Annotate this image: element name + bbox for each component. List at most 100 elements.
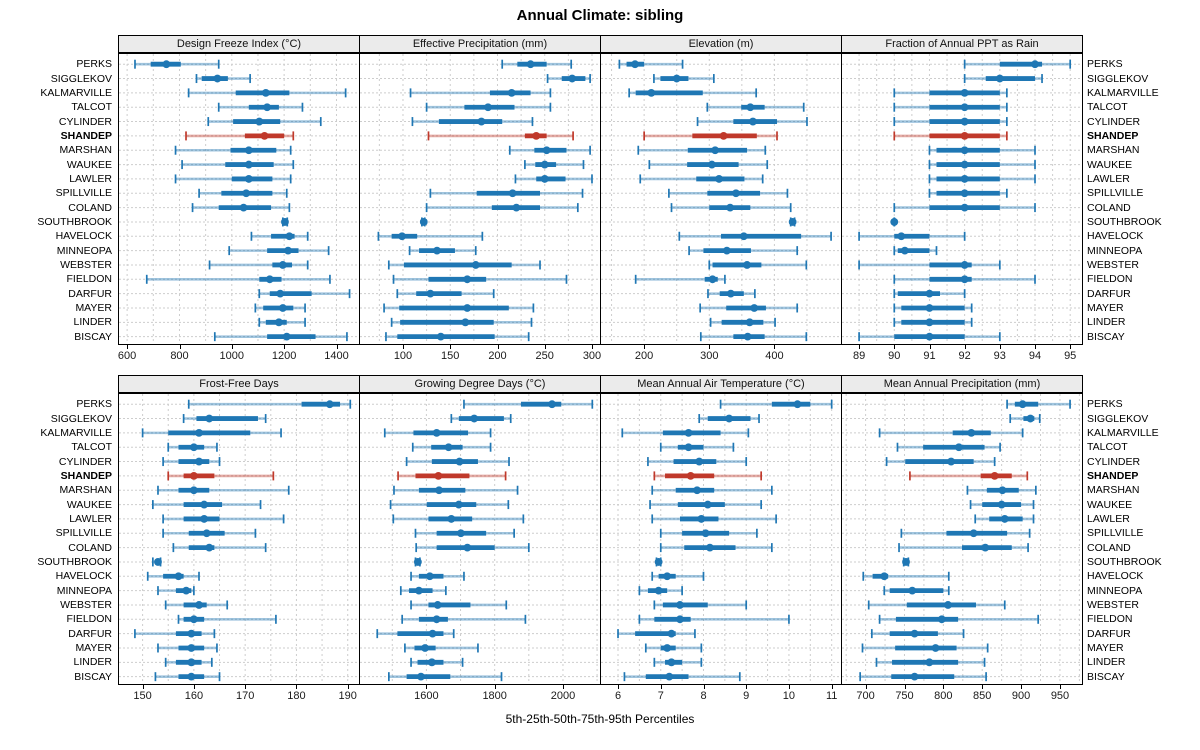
percentile-row-minneopa bbox=[638, 586, 683, 596]
median-dot bbox=[263, 103, 272, 112]
plot-canvas-mean-annual-precipitation-mm bbox=[841, 393, 1083, 685]
axis-tick-fraction-of-annual-ppt-as-rain bbox=[1070, 345, 1072, 349]
median-dot bbox=[960, 88, 969, 97]
axis-tick-label-fraction-of-annual-ppt-as-rain: 91 bbox=[923, 350, 936, 362]
median-dot bbox=[726, 203, 735, 212]
row-label-right-havelock: HAVELOCK bbox=[1087, 570, 1144, 583]
median-dot bbox=[419, 218, 428, 226]
axis-tick-label-growing-degree-days-c: 1800 bbox=[482, 690, 507, 702]
axis-tick-label-effective-precipitation-mm: 250 bbox=[535, 350, 554, 362]
median-dot bbox=[540, 160, 549, 169]
row-label-right-darfur: DARFUR bbox=[1087, 627, 1131, 640]
percentile-row-marshan bbox=[393, 485, 519, 495]
row-label-right-biscay: BISCAY bbox=[1087, 670, 1125, 683]
median-dot bbox=[413, 558, 422, 566]
median-dot bbox=[244, 160, 253, 169]
axis-tick-mean-annual-precipitation-mm bbox=[943, 685, 945, 689]
row-label-left-talcot: TALCOT bbox=[71, 441, 112, 454]
percentile-row-shandep bbox=[397, 471, 507, 481]
row-label-right-mayer: MAYER bbox=[1087, 642, 1124, 654]
median-dot bbox=[435, 486, 443, 495]
percentile-row-sigglekov bbox=[963, 74, 1043, 84]
axis-tick-growing-degree-days-c bbox=[426, 685, 428, 689]
axis-tick-fraction-of-annual-ppt-as-rain bbox=[859, 345, 861, 349]
axis-tick-design-freeze-index-c bbox=[231, 345, 233, 349]
row-label-left-mayer: MAYER bbox=[75, 642, 112, 654]
percentile-row-coland bbox=[898, 543, 1029, 553]
median-dot bbox=[244, 146, 253, 155]
percentile-row-minneopa bbox=[228, 246, 330, 256]
percentile-row-havelock bbox=[377, 231, 484, 241]
median-dot bbox=[908, 586, 917, 595]
axis-tick-mean-annual-air-temperature-c bbox=[788, 685, 790, 689]
row-label-right-mayer: MAYER bbox=[1087, 302, 1124, 314]
median-dot bbox=[910, 672, 919, 681]
row-label-left-southbrook: SOUTHBROOK bbox=[37, 555, 112, 568]
percentile-row-webster bbox=[410, 600, 508, 610]
percentile-row-fieldon bbox=[878, 614, 1040, 624]
panel-header-growing-degree-days-c: Growing Degree Days (°C) bbox=[359, 375, 601, 393]
percentile-row-cylinder bbox=[885, 457, 996, 467]
percentile-row-perks bbox=[618, 59, 684, 69]
percentile-row-spillville bbox=[414, 528, 515, 538]
panel-header-mean-annual-precipitation-mm: Mean Annual Precipitation (mm) bbox=[841, 375, 1083, 393]
axis-tick-label-fraction-of-annual-ppt-as-rain: 95 bbox=[1064, 350, 1077, 362]
percentile-row-minneopa bbox=[399, 586, 447, 596]
row-label-left-kalmarville: KALMARVILLE bbox=[40, 86, 112, 99]
percentile-row-spillville bbox=[659, 528, 758, 538]
percentile-row-darfur bbox=[870, 629, 965, 639]
panel-header-fraction-of-annual-ppt-as-rain: Fraction of Annual PPT as Rain bbox=[841, 35, 1083, 53]
median-dot bbox=[960, 160, 969, 169]
median-dot bbox=[925, 289, 934, 298]
percentile-row-marshan bbox=[651, 485, 773, 495]
row-label-right-sigglekov: SIGGLEKOV bbox=[1087, 72, 1149, 85]
median-dot bbox=[276, 289, 285, 298]
median-dot bbox=[743, 332, 752, 341]
median-dot bbox=[944, 601, 952, 609]
row-label-left-fieldon: FIELDON bbox=[66, 273, 112, 286]
percentile-row-lawler bbox=[514, 174, 593, 184]
row-label-right-webster: WEBSTER bbox=[1087, 259, 1139, 271]
median-dot bbox=[242, 189, 251, 198]
median-dot bbox=[202, 529, 211, 538]
plot-canvas-mean-annual-air-temperature-c bbox=[600, 393, 842, 685]
axis-tick-label-fraction-of-annual-ppt-as-rain: 92 bbox=[958, 350, 971, 362]
median-dot bbox=[426, 289, 435, 298]
axis-tick-label-mean-annual-precipitation-mm: 900 bbox=[1011, 690, 1031, 702]
median-dot bbox=[414, 586, 423, 595]
percentile-row-sigglekov bbox=[182, 414, 267, 424]
median-dot bbox=[711, 146, 720, 155]
median-dot bbox=[244, 175, 253, 183]
row-label-left-biscay: BISCAY bbox=[74, 330, 112, 343]
row-label-left-waukee: WAUKEE bbox=[66, 158, 112, 171]
median-dot bbox=[325, 400, 334, 409]
percentile-row-coland bbox=[659, 543, 773, 553]
row-label-right-marshan: MARSHAN bbox=[1087, 484, 1140, 497]
row-label-left-waukee: WAUKEE bbox=[66, 498, 112, 511]
row-label-right-spillville: SPILLVILLE bbox=[1087, 187, 1144, 200]
plot-area-fraction-of-annual-ppt-as-rain bbox=[841, 53, 1083, 345]
median-dot bbox=[684, 443, 693, 452]
axis-tick-label-elevation-m: 200 bbox=[634, 350, 654, 362]
percentile-row-sigglekov bbox=[546, 74, 591, 84]
panel-border bbox=[600, 53, 842, 345]
row-label-right-talcot: TALCOT bbox=[1087, 441, 1128, 454]
median-dot bbox=[436, 332, 445, 341]
row-label-right-southbrook: SOUTHBROOK bbox=[1087, 215, 1162, 228]
percentile-row-darfur bbox=[258, 289, 351, 299]
percentile-row-havelock bbox=[146, 571, 200, 581]
percentile-row-webster bbox=[867, 600, 1006, 610]
percentile-row-biscay bbox=[623, 672, 741, 682]
percentile-row-coland bbox=[191, 203, 291, 213]
percentile-row-coland bbox=[415, 543, 530, 553]
percentile-row-perks bbox=[501, 59, 573, 69]
percentile-caption: 5th-25th-50th-75th-95th Percentiles bbox=[505, 712, 695, 726]
axis-tick-label-frost-free-days: 190 bbox=[338, 690, 357, 702]
row-label-left-sigglekov: SIGGLEKOV bbox=[50, 412, 112, 425]
row-label-right-cylinder: CYLINDER bbox=[1087, 455, 1141, 468]
row-label-right-coland: COLAND bbox=[1087, 541, 1131, 554]
median-dot bbox=[398, 232, 406, 241]
percentile-row-fieldon bbox=[177, 614, 277, 624]
median-dot bbox=[998, 486, 1007, 495]
percentile-row-spillville bbox=[429, 188, 584, 198]
